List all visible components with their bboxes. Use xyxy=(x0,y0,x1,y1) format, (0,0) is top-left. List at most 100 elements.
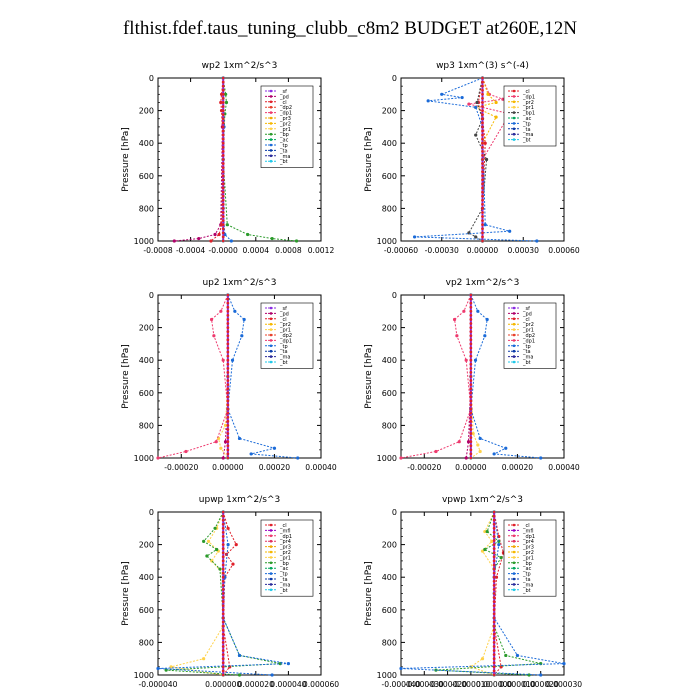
series-point xyxy=(205,554,209,558)
x-tick-label: 0.00020 xyxy=(259,463,291,472)
series-point xyxy=(460,95,464,100)
legend-marker xyxy=(269,317,273,321)
zero-line-marker xyxy=(469,313,473,317)
zero-line-marker xyxy=(492,608,496,612)
series-point xyxy=(464,358,468,362)
chart-panel: up2 1xm^2/s^3 Pressure [hPa] 0 200 400 600 800… xyxy=(121,278,337,472)
legend-entry: _ma xyxy=(522,355,533,361)
zero-line-marker xyxy=(221,182,225,186)
series-point xyxy=(494,575,499,579)
series-point xyxy=(206,539,211,543)
zero-line-marker xyxy=(481,105,484,108)
legend-entry: _pr1 xyxy=(522,328,534,334)
legend-marker xyxy=(512,105,516,109)
series-point xyxy=(478,436,482,441)
legend-marker xyxy=(269,561,273,565)
series-point xyxy=(197,236,201,241)
y-tick-label: 1000 xyxy=(134,237,154,246)
legend-marker xyxy=(512,583,516,586)
x-tick-label: 0.00000 xyxy=(455,463,487,472)
zero-line-marker xyxy=(481,235,484,239)
series-point xyxy=(286,661,290,666)
y-tick-label: 800 xyxy=(382,638,397,647)
legend-marker xyxy=(512,317,516,321)
legend-marker xyxy=(269,360,273,364)
zero-line-marker xyxy=(481,194,484,198)
zero-line-marker xyxy=(492,600,496,604)
zero-line-marker xyxy=(221,535,225,538)
zero-line-marker xyxy=(492,641,496,644)
zero-line-marker xyxy=(226,436,230,440)
series-point xyxy=(225,223,229,227)
zero-line-marker xyxy=(469,334,473,338)
zero-line-marker xyxy=(226,444,230,448)
legend-marker xyxy=(512,360,516,364)
zero-line-marker xyxy=(492,547,496,551)
zero-line-marker xyxy=(492,583,496,587)
zero-line-marker xyxy=(226,318,230,321)
y-axis-label: Pressure [hPa] xyxy=(364,561,374,626)
x-tick-label: -0.000040 xyxy=(139,680,178,689)
zero-line-marker xyxy=(226,395,230,399)
zero-line-marker xyxy=(492,649,496,652)
zero-line-marker xyxy=(221,600,225,604)
series-point xyxy=(483,141,487,145)
series-point xyxy=(483,223,487,227)
series-point xyxy=(474,133,478,137)
zero-line-marker xyxy=(221,207,225,210)
x-tick-label: 0.000000 xyxy=(205,680,241,689)
zero-line-marker xyxy=(492,628,496,632)
chart-panel: upwp 1xm^2/s^3 Pressure [hPa] 0 200 400 600 80… xyxy=(121,495,339,689)
zero-line-marker xyxy=(481,215,484,218)
x-tick-label: -0.00020 xyxy=(164,463,198,472)
zero-line-marker xyxy=(221,92,225,96)
legend-box xyxy=(503,519,557,597)
legend-marker xyxy=(269,539,273,543)
series-point xyxy=(399,666,403,671)
legend-box xyxy=(260,519,314,597)
zero-line-marker xyxy=(221,174,225,178)
zero-line-marker xyxy=(481,190,484,194)
series-line xyxy=(468,77,511,241)
legend-entry: _bt xyxy=(279,159,288,165)
zero-line-marker xyxy=(469,366,473,370)
y-tick-label: 600 xyxy=(139,389,154,398)
zero-line-marker xyxy=(221,530,225,534)
zero-line-marker xyxy=(226,301,230,305)
series-point xyxy=(504,653,508,658)
y-tick-label: 1000 xyxy=(377,671,397,680)
legend-entry: _sf xyxy=(522,306,530,312)
series-point xyxy=(494,100,498,105)
legend-entry: _pr1 xyxy=(522,105,534,111)
zero-line-marker xyxy=(221,514,225,518)
legend-marker xyxy=(512,539,516,543)
zero-line-marker xyxy=(492,620,496,624)
zero-line-marker xyxy=(226,383,230,387)
y-tick-label: 400 xyxy=(139,573,154,582)
legend-marker xyxy=(269,127,273,131)
zero-line-marker xyxy=(226,334,230,338)
zero-line-marker xyxy=(481,182,484,186)
series-point xyxy=(226,543,230,547)
zero-line-marker xyxy=(492,592,496,595)
legend-marker xyxy=(512,111,516,114)
zero-line-marker xyxy=(221,641,225,644)
legend-entry: _pr4 xyxy=(279,539,291,545)
y-tick-label: 800 xyxy=(139,421,154,430)
zero-line-marker xyxy=(221,133,225,137)
zero-line-marker xyxy=(221,657,225,661)
legend-entry: _bt xyxy=(522,138,531,144)
zero-line-marker xyxy=(226,346,230,350)
legend-entry: _pd xyxy=(522,311,532,317)
zero-line-marker xyxy=(469,354,473,358)
zero-line-marker xyxy=(492,514,496,518)
zero-line-marker xyxy=(221,186,225,190)
legend-entry: _ma xyxy=(522,132,533,138)
zero-line-marker xyxy=(221,559,225,563)
chart-title: upwp 1xm^2/s^3 xyxy=(199,495,280,505)
legend-marker xyxy=(512,95,516,98)
zero-line-marker xyxy=(492,510,496,514)
x-tick-label: -0.0004 xyxy=(176,246,205,255)
zero-line-marker xyxy=(221,604,225,608)
legend-marker xyxy=(269,89,273,93)
